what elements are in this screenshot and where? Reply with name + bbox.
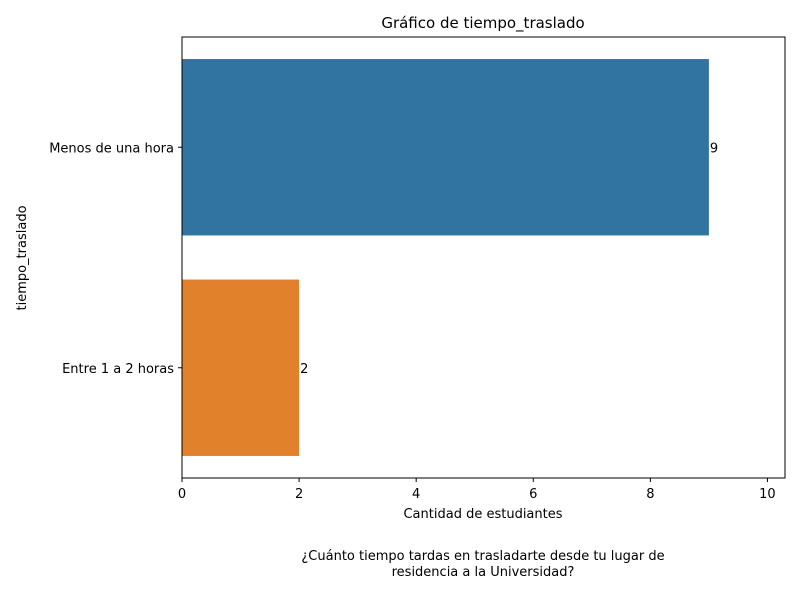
- bar-entre-1-a-2-horas: [182, 280, 299, 456]
- data-label-menos-de-una-hora: 9: [710, 141, 718, 156]
- x-axis-label: Cantidad de estudiantes: [403, 507, 562, 522]
- bars-group: 92: [182, 59, 718, 456]
- y-tick-label: Entre 1 a 2 horas: [62, 362, 174, 377]
- x-tick-label: 0: [178, 487, 186, 502]
- x-axis-ticks: 0 2 4 6 8 10: [178, 478, 776, 502]
- caption-line-2: residencia a la Universidad?: [243, 565, 723, 581]
- y-axis-label: tiempo_traslado: [15, 205, 30, 310]
- x-tick-label: 4: [412, 487, 420, 502]
- y-axis-ticks: Menos de una hora Entre 1 a 2 horas: [49, 141, 182, 377]
- x-tick-label: 2: [295, 487, 303, 502]
- caption-line-1: ¿Cuánto tiempo tardas en trasladarte des…: [243, 549, 723, 565]
- x-tick-label: 10: [759, 487, 776, 502]
- y-tick-label: Menos de una hora: [49, 141, 174, 156]
- bar-menos-de-una-hora: [182, 59, 709, 235]
- x-tick-label: 6: [529, 487, 537, 502]
- x-tick-label: 8: [646, 487, 654, 502]
- chart-title: Gráfico de tiempo_traslado: [381, 14, 584, 33]
- data-label-entre-1-a-2-horas: 2: [300, 362, 308, 377]
- question-caption: ¿Cuánto tiempo tardas en trasladarte des…: [243, 549, 723, 581]
